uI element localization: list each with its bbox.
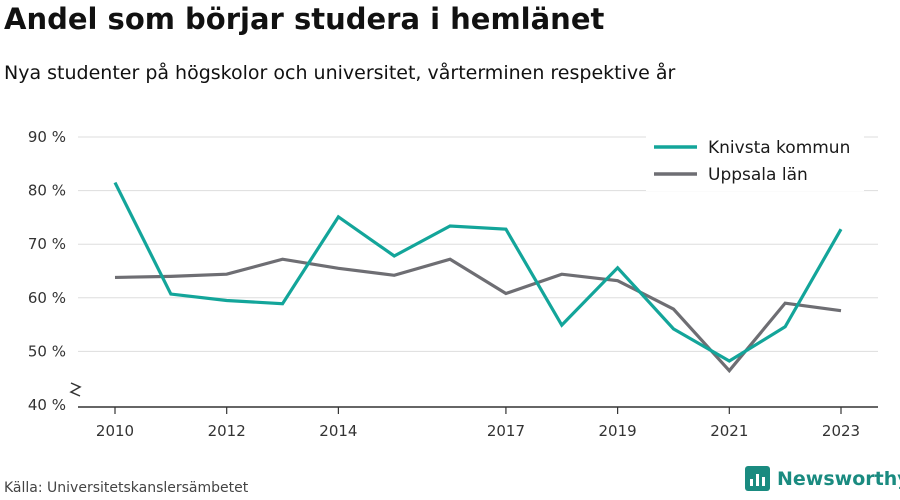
line-chart: 40 % 50 % 60 % 70 % 80 % 90 % 2010 2012 2014 2017… bbox=[28, 128, 878, 440]
x-tick-label: 2023 bbox=[822, 422, 860, 440]
chart-title: Andel som börjar studera i hemlänet bbox=[4, 2, 605, 36]
x-tick-label: 2012 bbox=[208, 422, 246, 440]
series-line bbox=[114, 257, 842, 374]
legend-label: Uppsala län bbox=[708, 165, 808, 185]
y-tick-label: 60 % bbox=[28, 289, 66, 307]
x-tick-label: 2014 bbox=[319, 422, 357, 440]
legend-box bbox=[646, 131, 864, 191]
y-tick-label: 70 % bbox=[28, 235, 66, 253]
legend-label: Knivsta kommun bbox=[708, 138, 850, 158]
y-tick-label: 50 % bbox=[28, 342, 66, 360]
source-note: Källa: Universitetskanslersämbetet bbox=[4, 480, 249, 496]
chart-subtitle: Nya studenter på högskolor och universit… bbox=[4, 62, 676, 84]
newsworthy-logo-icon bbox=[745, 466, 770, 491]
y-tick-label: 90 % bbox=[28, 128, 66, 146]
y-tick-label: 40 % bbox=[28, 396, 66, 414]
x-tick-label: 2021 bbox=[710, 422, 748, 440]
brand-logo: Newsworthy bbox=[745, 466, 900, 491]
x-tick-label: 2010 bbox=[96, 422, 134, 440]
axis-break-icon bbox=[69, 382, 82, 397]
x-tick-label: 2019 bbox=[599, 422, 637, 440]
x-tick-label: 2017 bbox=[487, 422, 525, 440]
series-line bbox=[113, 181, 843, 363]
brand-name: Newsworthy bbox=[777, 467, 900, 490]
y-tick-label: 80 % bbox=[28, 182, 66, 200]
